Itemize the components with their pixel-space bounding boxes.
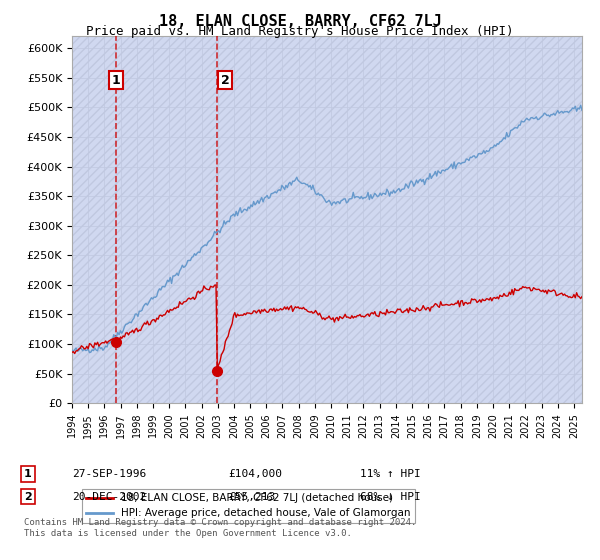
Text: Contains HM Land Registry data © Crown copyright and database right 2024.: Contains HM Land Registry data © Crown c… [24,519,416,528]
Text: 1: 1 [112,74,121,87]
Text: £104,000: £104,000 [228,469,282,479]
Text: 2: 2 [24,492,32,502]
Text: £55,213: £55,213 [228,492,275,502]
Text: This data is licensed under the Open Government Licence v3.0.: This data is licensed under the Open Gov… [24,530,352,539]
Text: 68% ↓ HPI: 68% ↓ HPI [360,492,421,502]
Text: 20-DEC-2002: 20-DEC-2002 [72,492,146,502]
Text: 1: 1 [24,469,32,479]
Text: 18, ELAN CLOSE, BARRY, CF62 7LJ: 18, ELAN CLOSE, BARRY, CF62 7LJ [158,14,442,29]
Text: 2: 2 [221,74,230,87]
Text: Price paid vs. HM Land Registry's House Price Index (HPI): Price paid vs. HM Land Registry's House … [86,25,514,38]
Text: 11% ↑ HPI: 11% ↑ HPI [360,469,421,479]
Text: 27-SEP-1996: 27-SEP-1996 [72,469,146,479]
Legend: 18, ELAN CLOSE, BARRY, CF62 7LJ (detached house), HPI: Average price, detached h: 18, ELAN CLOSE, BARRY, CF62 7LJ (detache… [82,489,415,522]
